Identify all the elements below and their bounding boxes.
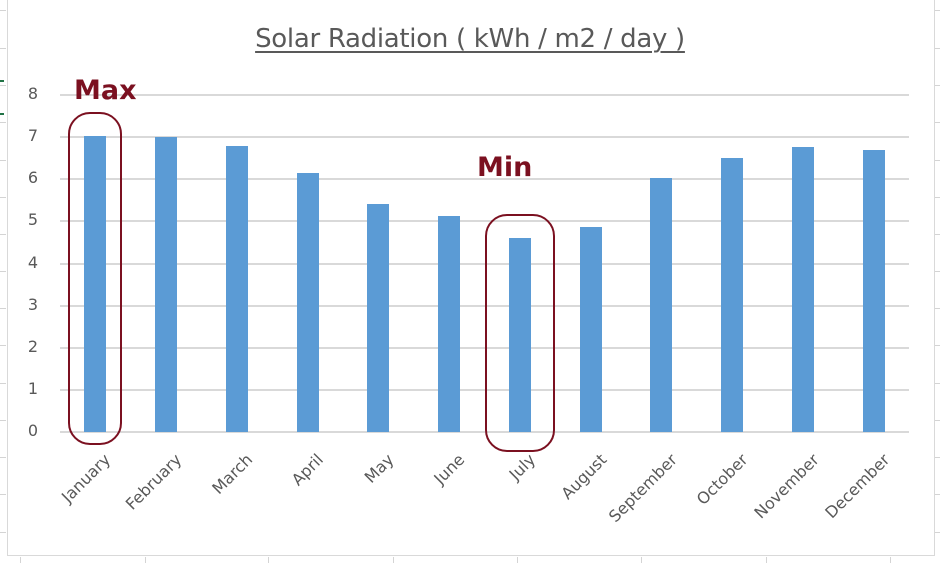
y-tick-label: 5 <box>27 210 38 230</box>
cell-border <box>0 234 6 235</box>
cell-border <box>0 494 6 495</box>
bar-august[interactable] <box>579 227 602 432</box>
cell-border <box>0 420 6 421</box>
cell-border <box>0 10 6 11</box>
cell-border <box>20 557 21 563</box>
cell-border <box>935 457 940 458</box>
cell-border <box>935 10 940 11</box>
bar-january[interactable] <box>84 135 107 432</box>
gridline <box>60 346 909 349</box>
callout-label-max: Max <box>74 75 137 106</box>
gridline <box>60 136 909 139</box>
gridline <box>60 388 909 391</box>
cell-border <box>0 160 6 161</box>
callout-outline-min <box>484 214 555 452</box>
chart-title[interactable]: Solar Radiation ( kWh / m2 / day ) <box>255 24 685 54</box>
cell-border <box>0 345 6 346</box>
gridline <box>60 304 909 307</box>
bar-june[interactable] <box>438 216 461 432</box>
cell-border <box>935 160 940 161</box>
y-tick-label: 6 <box>27 168 38 188</box>
cell-border <box>935 345 940 346</box>
gridline <box>60 262 909 265</box>
bar-december[interactable] <box>862 149 885 432</box>
cell-border <box>935 48 940 49</box>
y-tick-label: 1 <box>27 378 38 398</box>
callout-outline-max <box>68 112 123 445</box>
selection-marker <box>0 113 4 115</box>
cell-border <box>935 494 940 495</box>
cell-border <box>641 557 642 563</box>
cell-border <box>0 48 6 49</box>
cell-border <box>935 532 940 533</box>
cell-border <box>0 85 6 86</box>
cell-border <box>766 557 767 563</box>
selection-marker <box>0 80 4 82</box>
cell-border <box>935 383 940 384</box>
y-tick-label: 8 <box>27 84 38 103</box>
gridline <box>60 220 909 223</box>
cell-border <box>268 557 269 563</box>
y-tick-label: 2 <box>27 336 38 356</box>
cell-border <box>393 557 394 563</box>
cell-border <box>0 308 6 309</box>
cell-border <box>0 383 6 384</box>
bar-july[interactable] <box>508 238 531 432</box>
y-tick-label: 4 <box>27 252 38 272</box>
gridline <box>60 178 909 181</box>
cell-border <box>935 271 940 272</box>
bar-april[interactable] <box>296 172 319 432</box>
cell-border <box>0 271 6 272</box>
bar-march[interactable] <box>225 145 248 432</box>
cell-border <box>935 85 940 86</box>
bar-february[interactable] <box>155 137 178 432</box>
cell-border <box>935 420 940 421</box>
cell-border <box>935 308 940 309</box>
bar-september[interactable] <box>650 177 673 432</box>
y-tick-label: 7 <box>27 126 38 146</box>
cell-border <box>890 557 891 563</box>
cell-border <box>935 234 940 235</box>
bar-november[interactable] <box>791 146 814 432</box>
cell-border <box>935 197 940 198</box>
cell-border <box>517 557 518 563</box>
cell-border <box>0 457 6 458</box>
bar-may[interactable] <box>367 203 390 432</box>
cell-border <box>145 557 146 563</box>
y-tick-label: 0 <box>27 421 38 440</box>
cell-border <box>0 532 6 533</box>
cell-border <box>935 122 940 123</box>
gridline <box>60 94 909 96</box>
y-tick-label: 3 <box>27 294 38 314</box>
gridline <box>60 431 909 433</box>
cell-border <box>0 197 6 198</box>
callout-label-min: Min <box>477 152 533 183</box>
bar-october[interactable] <box>721 158 744 432</box>
cell-border <box>0 122 6 123</box>
